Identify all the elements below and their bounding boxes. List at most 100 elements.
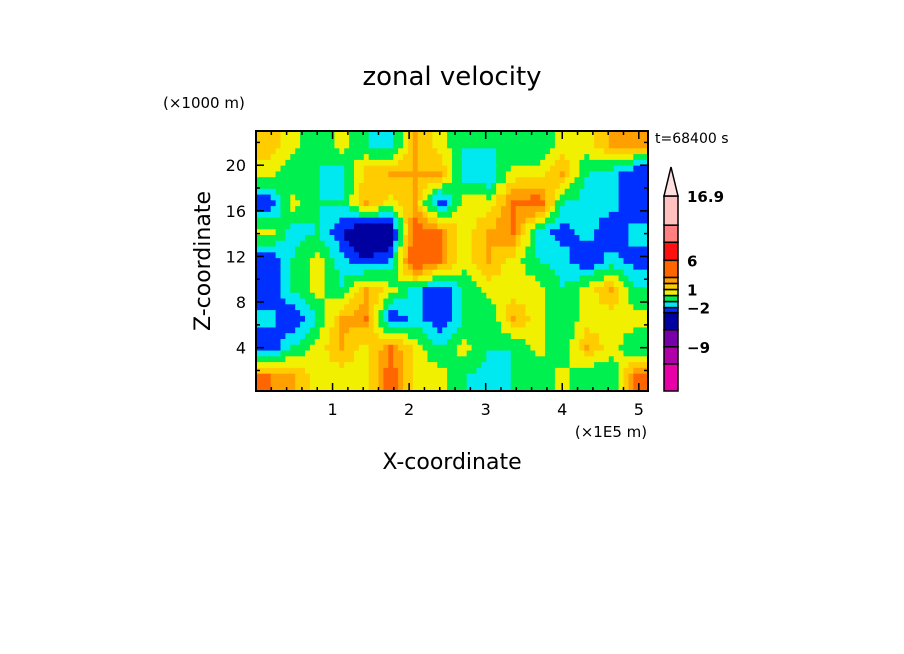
contour-cell	[334, 154, 340, 161]
contour-cell	[373, 275, 380, 282]
contour-cell	[363, 194, 370, 201]
contour-cell	[471, 269, 478, 277]
contour-cell	[388, 194, 394, 201]
contour-cell	[515, 229, 522, 236]
contour-cell	[393, 350, 399, 357]
contour-cell	[599, 142, 605, 149]
contour-cell	[574, 321, 580, 329]
contour-cell	[496, 188, 502, 196]
contour-cell	[471, 223, 478, 230]
contour-cell	[344, 333, 350, 340]
contour-cell	[603, 287, 610, 294]
contour-cell	[427, 315, 433, 323]
contour-cell	[358, 229, 365, 236]
contour-cell	[407, 194, 414, 201]
contour-cell	[618, 339, 625, 346]
contour-cell	[471, 171, 478, 178]
contour-cell	[300, 373, 306, 381]
contour-cell	[383, 281, 389, 288]
contour-cell	[422, 252, 429, 259]
contour-cell	[422, 344, 429, 352]
contour-cell	[510, 321, 517, 329]
contour-cell	[456, 211, 463, 219]
contour-cell	[378, 315, 384, 323]
contour-cell	[594, 136, 600, 144]
contour-cell	[309, 321, 316, 329]
contour-cell	[599, 304, 605, 311]
contour-cell	[471, 275, 478, 282]
contour-cell	[427, 258, 433, 265]
contour-cell	[383, 344, 389, 352]
contour-cell	[265, 148, 272, 155]
contour-cell	[623, 298, 629, 305]
contour-cell	[393, 373, 399, 381]
plot-frame	[255, 130, 649, 392]
contour-cell	[437, 304, 443, 311]
contour-cell	[505, 310, 512, 317]
contour-cell	[554, 148, 561, 155]
contour-cell	[407, 321, 414, 329]
contour-cell	[594, 310, 600, 317]
contour-cell	[559, 183, 566, 190]
contour-cell	[471, 142, 478, 149]
contour-cell	[569, 379, 576, 386]
contour-cell	[476, 373, 482, 381]
contour-cell	[388, 287, 394, 294]
contour-cell	[613, 154, 620, 161]
contour-cell	[564, 194, 571, 201]
contour-cell	[643, 177, 649, 184]
contour-cell	[461, 362, 468, 369]
contour-cell	[643, 385, 649, 392]
contour-cell	[608, 281, 615, 288]
contour-cell	[344, 229, 350, 236]
contour-cell	[305, 292, 311, 300]
contour-cell	[613, 183, 620, 190]
colorbar-label: 6	[687, 252, 697, 270]
contour-cell	[314, 275, 321, 282]
contour-cell	[339, 310, 345, 317]
contour-cell	[476, 240, 482, 248]
contour-cell	[265, 211, 272, 219]
contour-cell	[535, 223, 541, 230]
contour-cell	[260, 159, 267, 167]
contour-cell	[496, 321, 502, 329]
contour-cell	[530, 235, 536, 242]
y-axis-label: Z-coordinate	[191, 191, 216, 331]
contour-cell	[520, 229, 527, 236]
contour-cell	[388, 154, 394, 161]
contour-cell	[300, 177, 306, 184]
contour-cell	[545, 333, 551, 340]
contour-cell	[545, 385, 551, 392]
contour-cell	[275, 304, 282, 311]
contour-cell	[383, 142, 389, 149]
contour-cell	[491, 217, 497, 225]
contour-cell	[373, 350, 380, 357]
contour-cell	[403, 206, 409, 213]
contour-cell	[427, 206, 433, 213]
contour-cell	[363, 246, 370, 253]
contour-cell	[496, 235, 502, 242]
contour-cell	[309, 165, 316, 173]
contour-cell	[256, 315, 262, 323]
contour-cell	[329, 333, 335, 340]
contour-cell	[471, 287, 478, 294]
contour-cell	[354, 298, 360, 305]
contour-cell	[545, 200, 551, 207]
contour-cell	[491, 159, 497, 167]
contour-cell	[461, 240, 468, 248]
contour-cell	[599, 367, 605, 375]
contour-cell	[638, 136, 644, 144]
contour-cell	[344, 154, 350, 161]
contour-cell	[285, 287, 291, 294]
contour-cell	[432, 177, 438, 184]
contour-cell	[589, 333, 595, 340]
contour-cell	[265, 344, 272, 352]
contour-cell	[584, 159, 590, 167]
contour-cell	[417, 263, 424, 271]
contour-cell	[305, 333, 311, 340]
contour-cell	[344, 165, 350, 173]
contour-cell	[594, 159, 600, 167]
contour-cell	[476, 327, 482, 334]
contour-cell	[309, 211, 316, 219]
contour-cell	[275, 252, 282, 259]
